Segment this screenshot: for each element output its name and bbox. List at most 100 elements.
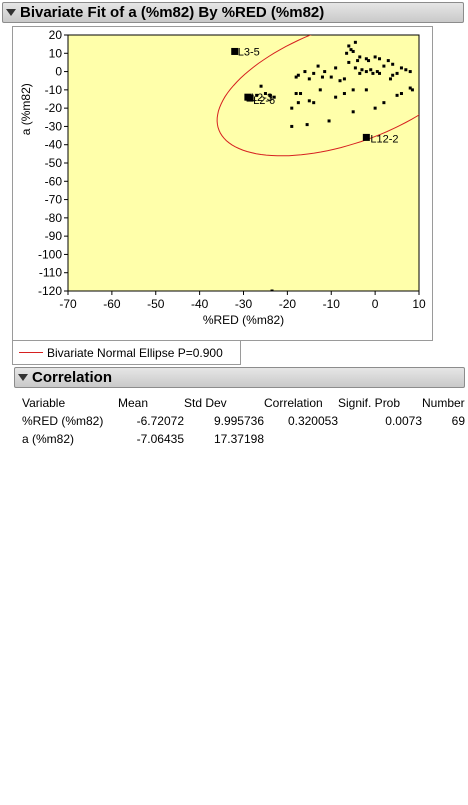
data-point [312, 71, 316, 75]
disclosure-triangle-icon[interactable] [18, 374, 28, 381]
y-tick-label: -120 [38, 284, 62, 298]
data-point [388, 77, 392, 81]
scatter-plot-frame: 20 10 0 -10 -20 -30 -40 -50 -60 -70 -80 -90 -100 -110… [12, 26, 433, 341]
data-point [399, 66, 403, 70]
data-point [299, 92, 303, 96]
data-point [364, 57, 368, 61]
data-point [371, 71, 375, 75]
data-point [318, 88, 322, 92]
y-tick-label: -80 [45, 211, 63, 225]
data-point [347, 60, 351, 64]
data-point [259, 84, 263, 88]
labeled-data-point [246, 94, 254, 102]
x-tick-label: -10 [323, 297, 341, 311]
cell-correlation [264, 430, 338, 448]
data-point [382, 64, 386, 68]
cell-number: 69 [451, 414, 465, 428]
cell-signif-prob: 0.0073 [385, 414, 422, 428]
bivariate-report-header[interactable]: Bivariate Fit of a (%m82) By %RED (%m82) [2, 2, 464, 23]
y-tick-label: 20 [49, 28, 63, 42]
x-tick-label: 0 [372, 297, 379, 311]
y-tick-label: -40 [45, 138, 63, 152]
y-tick-label: 0 [55, 65, 62, 79]
data-point [364, 70, 368, 74]
y-tick-label: -110 [39, 266, 62, 280]
data-point [272, 95, 276, 99]
x-tick-label: -40 [191, 297, 209, 311]
data-point [356, 59, 360, 63]
scatter-plot[interactable]: 20100-10-20-30-40-50-60-70-80-90-100-110… [13, 27, 434, 342]
density-ellipse [216, 35, 419, 157]
data-point [345, 51, 349, 55]
data-point [369, 68, 373, 72]
data-point [373, 55, 377, 59]
data-point [386, 59, 390, 63]
data-point [334, 66, 338, 70]
data-point [334, 95, 338, 99]
data-point [378, 57, 382, 61]
col-variable: Variable [22, 396, 66, 410]
y-tick-label: -10 [45, 83, 63, 97]
table-header-row: Variable Mean Std Dev Correlation Signif… [22, 394, 465, 412]
cell-variable: %RED (%m82) [22, 414, 104, 428]
x-tick-label: -60 [103, 297, 121, 311]
data-point [296, 101, 300, 105]
point-label: L2-3 [251, 92, 273, 104]
data-point [351, 49, 355, 53]
data-point [347, 44, 351, 48]
y-tick-label: -60 [45, 174, 63, 188]
table-row: a (%m82) -7.06435 17.37198 [22, 430, 465, 448]
x-tick-label: -50 [147, 297, 165, 311]
data-point [358, 71, 362, 75]
data-point [378, 71, 382, 75]
data-point [360, 68, 364, 72]
y-tick-label: -50 [45, 156, 63, 170]
cell-std-dev: 17.37198 [213, 432, 264, 446]
cell-mean: -7.06435 [136, 432, 184, 446]
data-point [290, 106, 294, 110]
disclosure-triangle-icon[interactable] [6, 9, 16, 16]
labeled-data-point [231, 47, 239, 55]
data-point [263, 92, 267, 96]
correlation-header[interactable]: Correlation [14, 367, 465, 388]
data-point [316, 64, 320, 68]
data-point [364, 88, 368, 92]
data-point [329, 75, 333, 79]
data-point [323, 70, 327, 74]
col-number: Number [422, 396, 465, 410]
correlation-table: Variable Mean Std Dev Correlation Signif… [22, 394, 465, 448]
data-point [367, 59, 371, 63]
cell-correlation: 0.320053 [287, 414, 338, 428]
col-signif-prob: Signif. Prob [338, 396, 401, 410]
data-point [395, 71, 399, 75]
report-title: Bivariate Fit of a (%m82) By %RED (%m82) [20, 4, 325, 21]
cell-std-dev: 9.995736 [213, 414, 264, 428]
data-point [327, 119, 331, 123]
data-point [342, 92, 346, 96]
point-label: L12-2 [370, 133, 398, 145]
data-point [270, 289, 274, 291]
col-mean: Mean [118, 396, 149, 410]
data-point [303, 70, 307, 74]
y-tick-label: -70 [45, 193, 63, 207]
table-row: %RED (%m82) -6.72072 9.995736 0.320053 0… [22, 412, 465, 430]
cell-number [422, 430, 465, 448]
y-tick-label: -20 [45, 101, 63, 115]
data-point [268, 93, 272, 97]
data-point [307, 99, 311, 103]
data-point [320, 75, 324, 79]
data-point [351, 110, 355, 114]
data-point [255, 93, 259, 97]
plot-area [67, 34, 420, 292]
cell-signif-prob [338, 430, 422, 448]
labeled-data-point [362, 133, 370, 141]
x-tick-label: 10 [412, 297, 426, 311]
data-point [307, 77, 311, 81]
data-point [305, 123, 309, 127]
data-point [351, 88, 355, 92]
data-point [408, 86, 412, 90]
correlation-title: Correlation [32, 369, 113, 386]
data-point [294, 92, 298, 96]
data-point [312, 101, 316, 105]
data-point [294, 75, 298, 79]
